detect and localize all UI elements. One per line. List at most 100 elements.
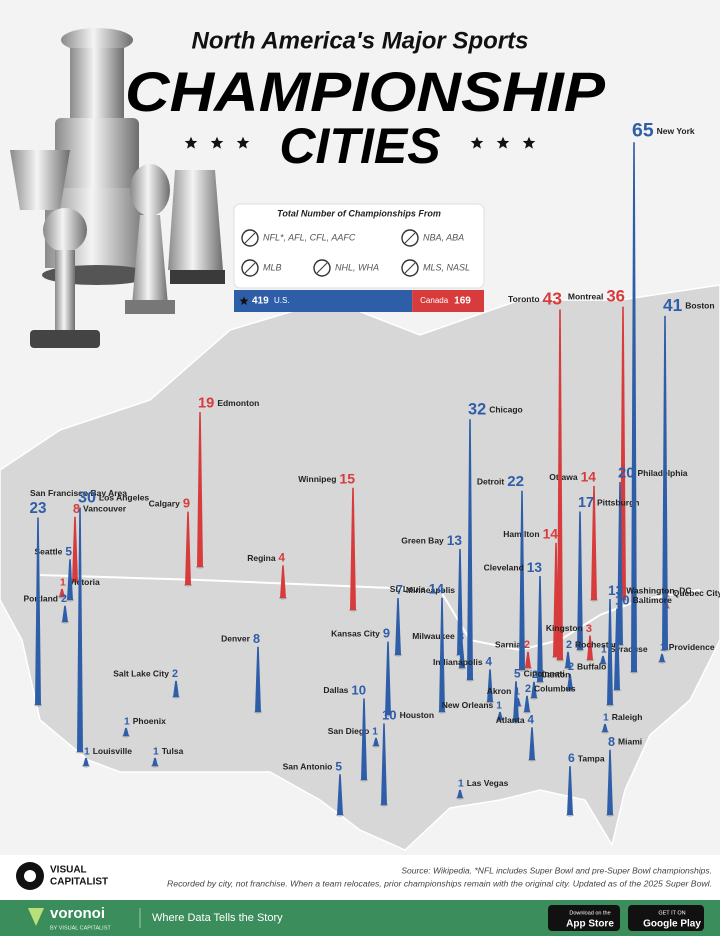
google-play-badge[interactable] [628, 905, 704, 931]
voronoi-logo [28, 908, 44, 926]
spike [487, 669, 493, 702]
city-name: Victoria [69, 577, 100, 587]
city-value: 4 [486, 656, 493, 669]
spike [197, 412, 203, 567]
league-icon [241, 259, 259, 277]
spike [439, 597, 445, 712]
city-value: 10 [351, 682, 366, 697]
city-value: 6 [568, 751, 575, 765]
badge-large: App Store [566, 919, 614, 930]
city-name: San Francisco Bay Area [30, 488, 127, 498]
city-name: Indianapolis [433, 657, 483, 667]
totals-bar: 419 U.S. Canada 169 [234, 290, 484, 312]
city-value: 19 [198, 396, 214, 412]
spike [607, 599, 613, 705]
spike [83, 757, 89, 766]
league-icon-seam [244, 232, 256, 244]
app-store-badge[interactable] [548, 905, 620, 931]
city-name: Raleigh [612, 712, 643, 722]
city-value: 2 [566, 639, 572, 651]
city-name: Phoenix [133, 716, 166, 726]
spike [35, 517, 41, 705]
spike [280, 565, 286, 598]
city-value: 41 [663, 295, 683, 315]
city-name: Louisville [93, 746, 132, 756]
city-name: Rochester [575, 640, 617, 650]
league-icon-seam [404, 232, 416, 244]
city-value: 5 [335, 759, 342, 773]
city-name: Quebec City [673, 588, 720, 598]
league-icon [241, 229, 259, 247]
city-name: Buffalo [577, 662, 606, 672]
city-name: Edmonton [217, 398, 259, 408]
city-name: Ottawa [549, 472, 578, 482]
spike [513, 681, 519, 722]
brand-line: CAPITALIST [50, 877, 108, 888]
badge-large: Google Play [643, 919, 701, 930]
city-name: New Orleans [442, 700, 494, 710]
city-value: 43 [543, 288, 563, 308]
city-value: 8 [608, 735, 615, 749]
city-value: 22 [507, 473, 524, 490]
footer-band [0, 855, 720, 900]
spike [567, 673, 573, 690]
city-name: San Antonio [283, 762, 333, 772]
league-icon-seam [404, 262, 416, 274]
spike [525, 651, 531, 668]
city-value: 15 [339, 470, 355, 486]
spike [531, 681, 537, 698]
city-name: Minneapolis [406, 585, 455, 595]
league-icon-seam [244, 262, 256, 274]
spike [123, 727, 129, 736]
spike [524, 695, 530, 712]
city-name: Washington, DC [626, 585, 691, 595]
city-name: Denver [221, 634, 251, 644]
city-value: 8 [73, 502, 80, 516]
league-label: NHL, WHA [335, 262, 379, 272]
city-value: 14 [581, 469, 597, 485]
spike [395, 597, 401, 655]
city-name: Pittsburgh [597, 498, 640, 508]
total-value: 169 [454, 296, 471, 307]
league-label: MLB [263, 262, 282, 272]
city-name: Philadelphia [637, 468, 687, 478]
spike [173, 680, 179, 697]
spike [587, 635, 593, 660]
total-value: 419 [252, 296, 269, 307]
city-name: Kansas City [331, 628, 380, 638]
city-value: 1 [153, 746, 159, 757]
spike [662, 315, 668, 650]
league-icon [313, 259, 331, 277]
city-value: 7 [396, 583, 403, 597]
city-value: 32 [468, 400, 486, 418]
spike [457, 789, 463, 798]
vc-logo-inner [24, 870, 36, 882]
city-value: 13 [608, 583, 624, 598]
badge-small: GET IT ON [658, 910, 685, 916]
city-value: 1 [603, 712, 609, 723]
spike [467, 419, 473, 680]
city-value: 13 [447, 533, 463, 548]
city-value: 1 [458, 778, 464, 789]
city-name: Columbus [534, 684, 576, 694]
city-value: 1 [372, 726, 378, 737]
city-value: 1 [496, 700, 502, 711]
city-name: Tulsa [162, 746, 184, 756]
city-value: 1 [660, 642, 666, 653]
total-segment [412, 290, 484, 312]
total-label: Canada [420, 296, 449, 305]
league-icon [401, 229, 419, 247]
spike [567, 766, 573, 815]
title-line2: CITIES [279, 118, 440, 174]
city-value: 10 [382, 707, 397, 722]
tagline: Where Data Tells the Story [152, 912, 283, 924]
city-name: Atlanta [496, 715, 525, 725]
city-value: 36 [606, 287, 625, 306]
spike [537, 576, 543, 682]
city-value: 8 [253, 632, 260, 646]
brand-line: VISUAL [50, 865, 87, 876]
spike [607, 749, 613, 815]
city-value: 4 [279, 552, 286, 565]
